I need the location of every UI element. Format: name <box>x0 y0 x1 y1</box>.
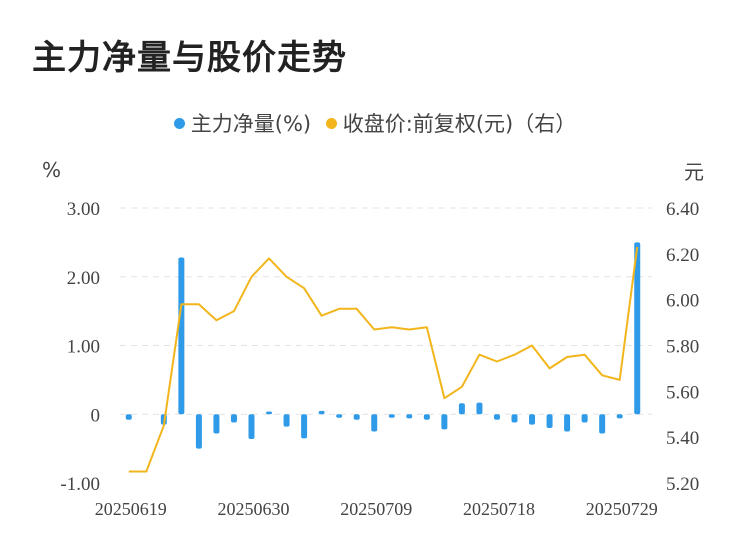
right-axis-unit: 元 <box>684 160 704 184</box>
left-axis-tick-label: 1.00 <box>67 337 100 358</box>
bar-net-flow <box>529 414 536 425</box>
bar-net-flow <box>388 414 395 418</box>
left-axis-tick-label: 3.00 <box>67 199 100 220</box>
bar-net-flow <box>213 414 220 434</box>
bar-net-flow <box>318 410 325 415</box>
chart-legend: 主力净量(%) 收盘价:前复权(元)（右） <box>0 108 750 138</box>
right-axis-tick-label: 6.00 <box>666 291 699 312</box>
bar-net-flow <box>616 414 623 419</box>
x-axis-tick-label: 20250718 <box>463 499 535 519</box>
bar-net-flow <box>546 414 553 428</box>
bar-net-flow <box>125 414 132 420</box>
legend-item-net-flow[interactable]: 主力净量(%) <box>173 108 312 138</box>
legend-label-close-price: 收盘价:前复权(元)（右） <box>342 112 577 136</box>
bar-net-flow <box>511 414 518 423</box>
bar-net-flow <box>634 242 641 415</box>
legend-dot-net-flow <box>173 117 185 129</box>
right-axis-tick-label: 5.80 <box>666 337 699 358</box>
bar-net-flow <box>336 414 343 418</box>
x-axis-tick-label: 20250709 <box>340 499 412 519</box>
bar-net-flow <box>195 414 202 449</box>
legend-label-net-flow: 主力净量(%) <box>190 112 312 136</box>
right-axis-tick-label: 6.20 <box>666 245 699 266</box>
bar-net-flow <box>230 414 237 423</box>
right-axis-tick-label: 6.40 <box>666 199 699 220</box>
right-axis-tick-label: 5.40 <box>666 428 699 449</box>
bar-net-flow <box>301 414 308 439</box>
bar-net-flow <box>283 414 290 427</box>
legend-item-close-price[interactable]: 收盘价:前复权(元)（右） <box>325 108 577 138</box>
bar-net-flow <box>476 402 483 415</box>
right-axis-tick-label: 5.20 <box>666 474 699 495</box>
left-axis-unit: % <box>42 158 62 182</box>
x-axis-tick-label: 20250729 <box>586 499 658 519</box>
bar-net-flow <box>599 414 606 434</box>
bar-net-flow <box>581 414 588 423</box>
bar-net-flow <box>564 414 571 432</box>
chart-title: 主力净量与股价走势 <box>32 38 347 78</box>
bar-net-flow <box>441 414 448 430</box>
bar-net-flow <box>493 414 500 420</box>
bar-net-flow <box>371 414 378 432</box>
bar-net-flow <box>266 411 273 415</box>
bar-net-flow <box>406 414 413 419</box>
bar-net-flow <box>178 257 185 415</box>
x-axis-tick-label: 20250619 <box>95 499 167 519</box>
left-axis-tick-label: -1.00 <box>60 474 100 495</box>
bar-net-flow <box>353 414 360 420</box>
line-close-price <box>128 246 639 473</box>
left-axis-tick-label: 0 <box>91 405 101 426</box>
bar-net-flow <box>423 414 430 420</box>
left-axis-tick-label: 2.00 <box>67 268 100 289</box>
x-axis-tick-label: 20250630 <box>218 499 290 519</box>
bar-net-flow <box>458 403 465 415</box>
right-axis-tick-label: 5.60 <box>666 382 699 403</box>
legend-dot-close-price <box>325 117 337 129</box>
bar-net-flow <box>248 414 255 439</box>
